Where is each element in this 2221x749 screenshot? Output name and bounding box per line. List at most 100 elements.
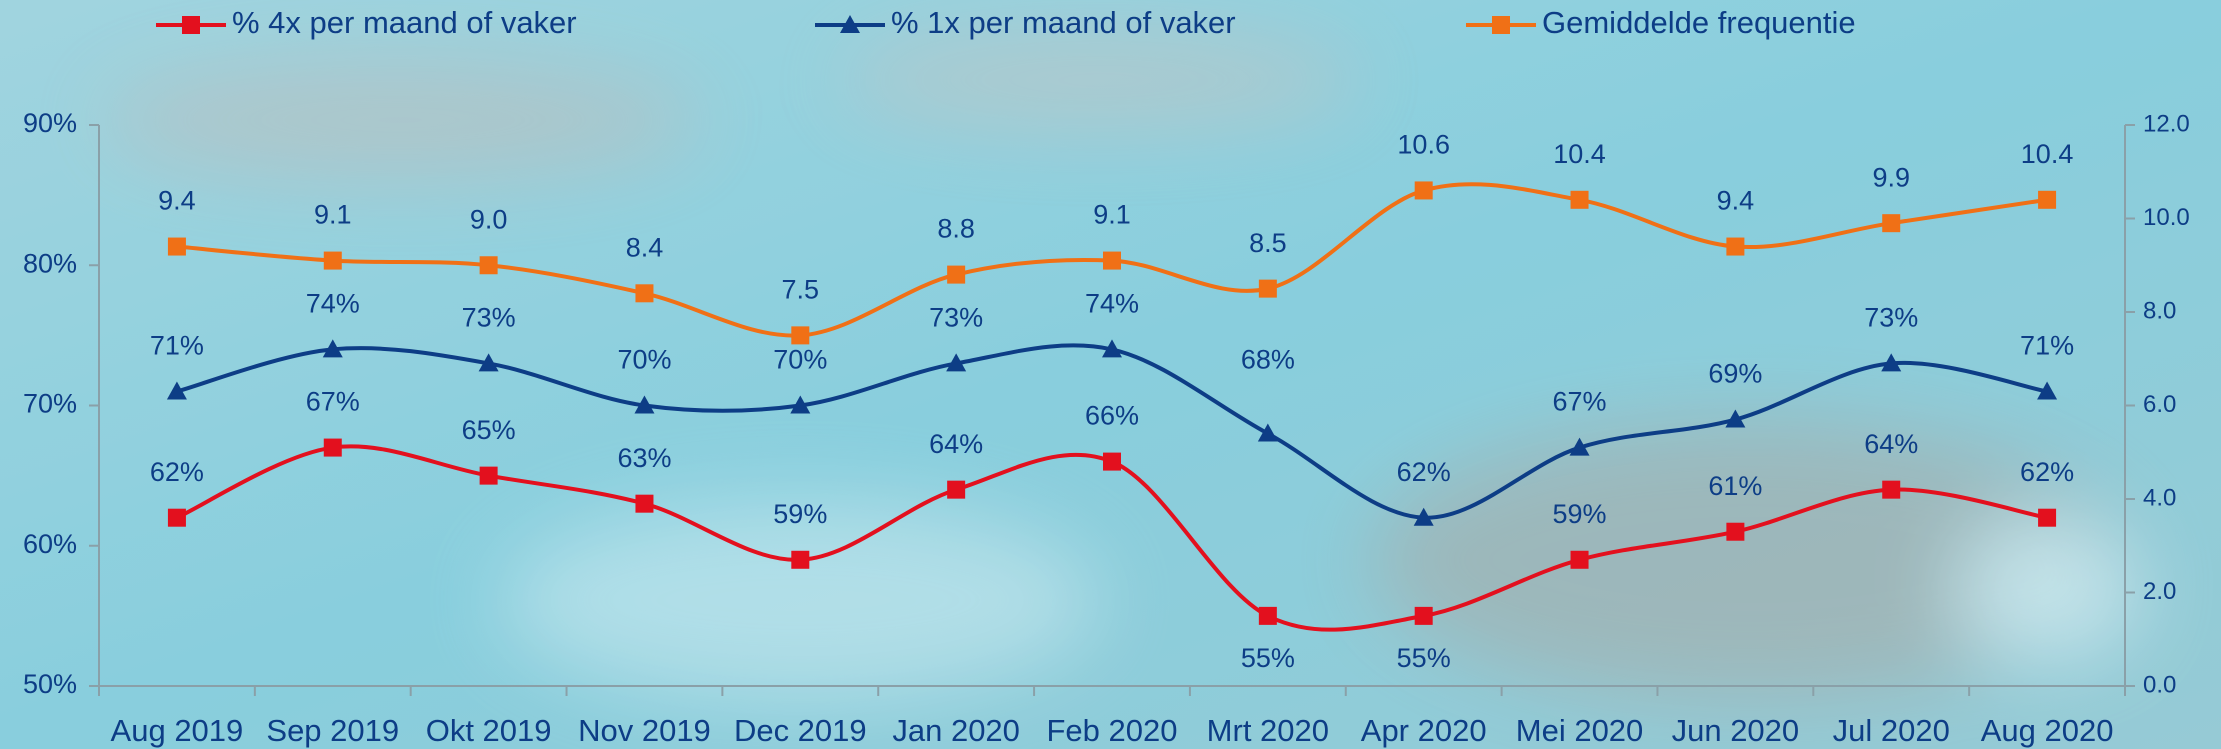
y2-tick-label: 0.0	[2143, 671, 2176, 698]
data-point	[2037, 381, 2058, 400]
data-label: 73%	[1864, 303, 1918, 333]
data-point	[1726, 522, 1745, 541]
data-point	[1414, 181, 1433, 200]
y2-tick-label: 2.0	[2143, 578, 2176, 605]
data-label: 55%	[1397, 643, 1451, 673]
data-point	[791, 326, 810, 345]
data-label: 67%	[1553, 387, 1607, 417]
data-label: 73%	[929, 303, 983, 333]
data-label: 62%	[2020, 457, 2074, 487]
data-point	[1103, 251, 1121, 270]
y2-tick-label: 12.0	[2143, 110, 2190, 137]
data-point	[1881, 353, 1902, 372]
data-point	[1569, 437, 1590, 456]
y-tick-label: 70%	[23, 389, 77, 419]
data-point	[1257, 423, 1278, 442]
data-point	[1882, 214, 1901, 233]
data-point	[947, 480, 966, 499]
data-label: 67%	[306, 387, 360, 417]
background-texture	[100, 30, 2140, 700]
data-point	[167, 508, 186, 527]
data-label: 62%	[1397, 457, 1451, 487]
data-label: 10.4	[2021, 139, 2074, 169]
x-tick-label: Feb 2020	[1047, 713, 1178, 748]
x-tick-label: Aug 2020	[1981, 713, 2114, 748]
data-label: 74%	[306, 289, 360, 319]
y-tick-label: 80%	[23, 248, 77, 278]
data-point	[634, 395, 655, 414]
data-point	[479, 466, 498, 485]
x-tick-label: Jul 2020	[1833, 713, 1950, 748]
x-tick-label: Dec 2019	[734, 713, 867, 748]
data-label: 71%	[150, 331, 204, 361]
y2-tick-label: 6.0	[2143, 391, 2176, 418]
data-label: 59%	[773, 499, 827, 529]
data-label: 62%	[150, 457, 204, 487]
data-label: 9.1	[1093, 200, 1131, 230]
data-point	[946, 353, 967, 372]
y-tick-label: 50%	[23, 669, 77, 699]
x-tick-label: Mei 2020	[1516, 713, 1644, 748]
x-tick-label: Jun 2020	[1672, 713, 1800, 748]
x-tick-label: Mrt 2020	[1207, 713, 1329, 748]
data-point	[947, 265, 966, 284]
legend: % 4x per maand of vaker % 1x per maand of…	[156, 5, 1856, 40]
data-point	[322, 339, 343, 358]
data-point	[790, 395, 811, 414]
data-label: 65%	[462, 415, 516, 445]
data-label: 10.6	[1397, 130, 1450, 160]
data-point	[1726, 237, 1745, 256]
data-label: 73%	[462, 303, 516, 333]
x-tick-label: Aug 2019	[111, 713, 244, 748]
data-point	[791, 550, 810, 569]
data-label: 8.4	[626, 232, 664, 262]
x-tick-label: Okt 2019	[426, 713, 552, 748]
data-label: 64%	[929, 429, 983, 459]
data-point	[2038, 190, 2057, 209]
data-label: 9.0	[470, 204, 508, 234]
data-point	[1103, 452, 1121, 471]
legend-marker	[840, 15, 860, 33]
data-label: 64%	[1864, 429, 1918, 459]
data-point	[635, 494, 654, 513]
y-tick-label: 60%	[23, 529, 77, 559]
data-point	[1258, 606, 1277, 625]
x-tick-label: Apr 2020	[1361, 713, 1487, 748]
data-point	[479, 256, 498, 275]
legend-label: % 1x per maand of vaker	[891, 5, 1236, 40]
data-point	[1570, 190, 1589, 209]
data-label: 8.5	[1249, 228, 1287, 258]
data-point	[1882, 480, 1901, 499]
data-point	[166, 381, 187, 400]
data-label: 9.9	[1872, 162, 1910, 192]
y2-tick-label: 4.0	[2143, 484, 2176, 511]
data-label: 9.1	[314, 200, 352, 230]
data-point	[1570, 550, 1589, 569]
x-tick-label: Jan 2020	[892, 713, 1020, 748]
y2-tick-label: 8.0	[2143, 297, 2176, 324]
data-point	[1414, 606, 1433, 625]
data-point	[478, 353, 499, 372]
data-label: 10.4	[1553, 139, 1606, 169]
data-label: 59%	[1553, 499, 1607, 529]
data-label: 63%	[617, 443, 671, 473]
data-point	[323, 438, 342, 457]
data-label: 70%	[773, 345, 827, 375]
legend-label: Gemiddelde frequentie	[1542, 5, 1856, 40]
data-label: 9.4	[158, 186, 196, 216]
data-label: 70%	[617, 345, 671, 375]
data-label: 7.5	[782, 275, 820, 305]
x-tick-label: Nov 2019	[578, 713, 711, 748]
data-label: 9.4	[1717, 186, 1755, 216]
data-point	[167, 237, 186, 256]
legend-marker	[182, 16, 200, 34]
data-point	[635, 284, 654, 303]
data-label: 55%	[1241, 643, 1295, 673]
x-tick-label: Sep 2019	[266, 713, 399, 748]
data-point	[1725, 409, 1746, 428]
data-point	[1102, 339, 1122, 358]
data-label: 61%	[1708, 471, 1762, 501]
data-label: 66%	[1085, 401, 1139, 431]
